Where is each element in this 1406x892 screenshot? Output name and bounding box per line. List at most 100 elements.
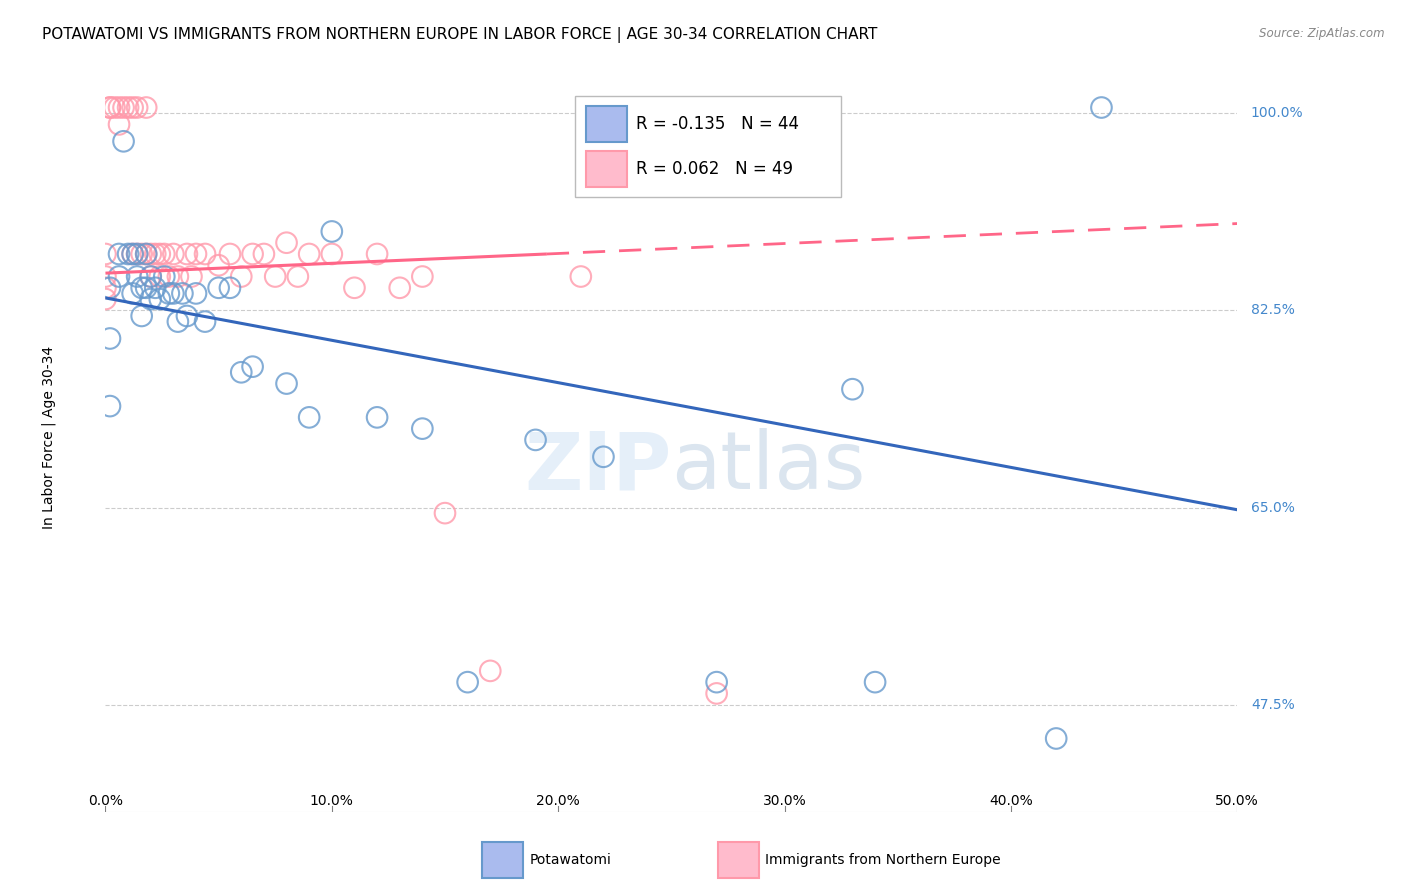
Text: 10.0%: 10.0% (309, 795, 354, 808)
Point (117, 101, 139, 115)
Point (1045, 731, 1067, 746)
Text: Immigrants from Northern Europe: Immigrants from Northern Europe (765, 854, 1001, 867)
Point (131, 281, 153, 295)
Point (98, 101, 121, 115)
Point (135, 247, 157, 261)
Point (139, 292, 162, 306)
FancyBboxPatch shape (718, 842, 758, 879)
Point (127, 247, 149, 261)
Point (108, 247, 131, 261)
Point (157, 286, 180, 301)
Point (1090, 101, 1112, 115)
Point (343, 281, 366, 295)
Point (162, 247, 184, 261)
Point (298, 410, 321, 425)
Point (184, 247, 207, 261)
Point (98, 281, 121, 295)
FancyBboxPatch shape (575, 96, 841, 197)
Point (162, 286, 184, 301)
Point (208, 258, 231, 272)
FancyBboxPatch shape (586, 106, 627, 143)
Point (167, 315, 190, 329)
Point (569, 269, 592, 284)
Point (149, 292, 172, 306)
Text: ZIP: ZIP (524, 428, 672, 506)
Text: atlas: atlas (672, 428, 866, 506)
Point (592, 450, 614, 464)
Point (208, 281, 231, 295)
Point (127, 247, 149, 261)
Text: Source: ZipAtlas.com: Source: ZipAtlas.com (1260, 27, 1385, 40)
Point (98, 399, 121, 413)
Text: 65.0%: 65.0% (1251, 500, 1295, 515)
Point (433, 506, 456, 520)
Point (149, 269, 172, 284)
Point (143, 247, 166, 261)
Point (219, 247, 242, 261)
Point (841, 382, 863, 396)
Text: 20.0%: 20.0% (536, 795, 581, 808)
Point (135, 247, 157, 261)
Point (94, 281, 117, 295)
Point (411, 422, 433, 436)
Point (366, 410, 388, 425)
Point (321, 247, 343, 261)
Point (287, 269, 309, 284)
Point (231, 269, 253, 284)
Point (366, 247, 388, 261)
Text: 100.0%: 100.0% (1251, 106, 1303, 120)
Point (242, 247, 264, 261)
Point (180, 269, 202, 284)
Point (98, 331, 121, 345)
Point (94, 292, 117, 306)
Point (479, 664, 502, 678)
Point (131, 247, 153, 261)
Point (276, 235, 298, 250)
Point (135, 281, 157, 295)
Text: In Labor Force | Age 30-34: In Labor Force | Age 30-34 (42, 345, 56, 529)
Point (139, 247, 162, 261)
Point (103, 101, 125, 115)
Point (176, 247, 198, 261)
Point (108, 269, 131, 284)
Point (264, 269, 287, 284)
FancyBboxPatch shape (586, 151, 627, 187)
Point (94, 247, 117, 261)
Point (143, 281, 166, 295)
Point (194, 247, 217, 261)
Text: 82.5%: 82.5% (1251, 303, 1295, 318)
Point (108, 117, 131, 131)
Point (176, 309, 198, 323)
Point (706, 686, 728, 700)
Point (172, 286, 194, 301)
Point (153, 269, 176, 284)
Text: 40.0%: 40.0% (988, 795, 1033, 808)
Text: 47.5%: 47.5% (1251, 698, 1295, 712)
Point (167, 269, 190, 284)
Point (121, 247, 143, 261)
Point (121, 286, 143, 301)
Point (219, 281, 242, 295)
Point (121, 247, 143, 261)
Point (157, 269, 180, 284)
Point (253, 247, 276, 261)
Point (524, 433, 547, 447)
Point (108, 101, 131, 115)
Point (184, 286, 207, 301)
Point (276, 376, 298, 391)
Point (231, 365, 253, 379)
Point (457, 675, 479, 690)
Text: Potawatomi: Potawatomi (530, 854, 612, 867)
Point (117, 247, 139, 261)
Text: R = -0.135   N = 44: R = -0.135 N = 44 (637, 115, 799, 134)
Point (94, 269, 117, 284)
Point (242, 359, 264, 374)
FancyBboxPatch shape (482, 842, 523, 879)
Point (194, 315, 217, 329)
Point (149, 247, 172, 261)
Point (131, 309, 153, 323)
Point (112, 134, 135, 148)
Text: 0.0%: 0.0% (89, 795, 122, 808)
Point (127, 269, 149, 284)
Text: 30.0%: 30.0% (762, 795, 807, 808)
